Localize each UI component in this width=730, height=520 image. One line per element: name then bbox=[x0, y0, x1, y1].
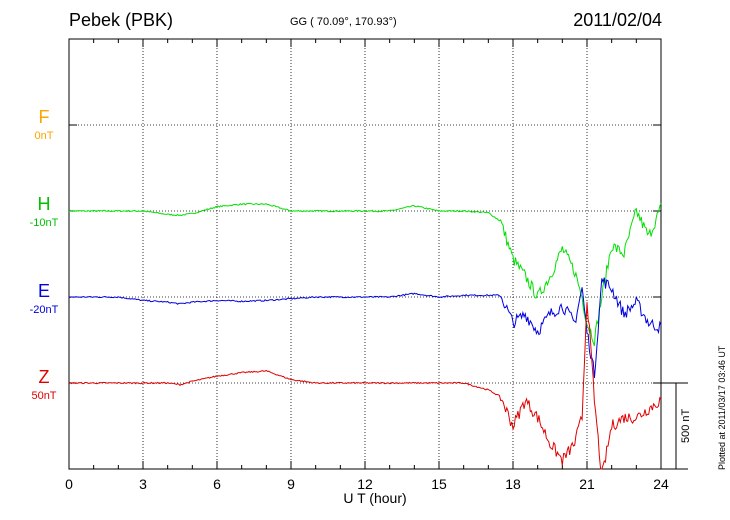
x-tick-label-15: 15 bbox=[431, 476, 447, 492]
component-e-baseline: -20nT bbox=[29, 304, 59, 316]
x-tick-label-18: 18 bbox=[505, 476, 521, 492]
traces bbox=[68, 202, 662, 470]
x-axis-label: U T (hour) bbox=[343, 490, 407, 506]
label-h: H -10nT bbox=[14, 194, 74, 229]
component-h-baseline: -10nT bbox=[29, 217, 59, 229]
scale-bar bbox=[661, 382, 688, 470]
label-f: F 0nT bbox=[14, 107, 74, 142]
component-h-name: H bbox=[37, 194, 51, 214]
component-f-baseline: 0nT bbox=[34, 130, 54, 142]
x-tick-label-24: 24 bbox=[653, 476, 669, 492]
x-tick-label-0: 0 bbox=[65, 476, 73, 492]
component-f-name: F bbox=[38, 107, 50, 127]
station-title: Pebek (PBK) bbox=[69, 10, 174, 30]
component-z-name: Z bbox=[38, 367, 50, 387]
scale-bar-label: 500 nT bbox=[680, 408, 692, 443]
grid-lines bbox=[69, 39, 661, 469]
x-axis-ticks: 0 3 6 9 12 15 18 21 24 bbox=[65, 39, 669, 492]
trace-z bbox=[68, 302, 662, 470]
component-e-name: E bbox=[37, 281, 50, 301]
x-tick-label-12: 12 bbox=[357, 476, 373, 492]
x-tick-label-6: 6 bbox=[213, 476, 221, 492]
label-z: Z 50nT bbox=[14, 367, 74, 402]
trace-h bbox=[68, 202, 662, 347]
component-z-baseline: 50nT bbox=[31, 390, 57, 402]
plot-date: 2011/02/04 bbox=[573, 10, 662, 30]
plot-frame bbox=[68, 38, 662, 470]
x-tick-label-3: 3 bbox=[139, 476, 147, 492]
label-e: E -20nT bbox=[14, 281, 74, 316]
x-tick-label-9: 9 bbox=[287, 476, 295, 492]
x-tick-label-21: 21 bbox=[579, 476, 595, 492]
plotted-timestamp: Plotted at 2011/03/17 03:46 UT bbox=[717, 345, 727, 470]
station-coordinates: GG ( 70.09°, 170.93°) bbox=[290, 16, 397, 28]
trace-e bbox=[68, 277, 662, 379]
